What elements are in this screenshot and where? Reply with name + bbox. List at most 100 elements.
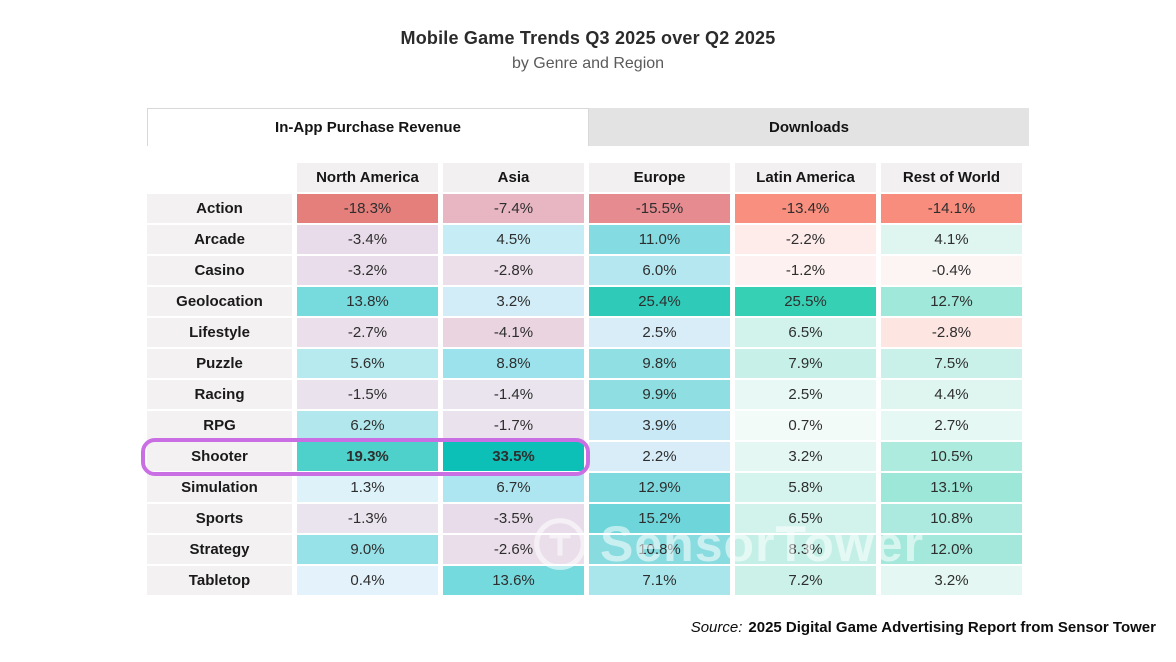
- heatmap-cell: 10.5%: [881, 442, 1022, 471]
- table-row: Shooter 19.3% 33.5% 2.2% 3.2% 10.5%: [147, 442, 1029, 471]
- heatmap-cell: -1.4%: [443, 380, 584, 409]
- heatmap-cell: -4.1%: [443, 318, 584, 347]
- heatmap-cell: 12.7%: [881, 287, 1022, 316]
- heatmap-cell: 3.9%: [589, 411, 730, 440]
- heatmap-cell: -1.5%: [297, 380, 438, 409]
- heatmap-cell: 8.3%: [735, 535, 876, 564]
- row-label: Tabletop: [147, 566, 292, 595]
- heatmap-cell: 33.5%: [443, 442, 584, 471]
- table-row: Geolocation 13.8% 3.2% 25.4% 25.5% 12.7%: [147, 287, 1029, 316]
- heatmap-cell: -15.5%: [589, 194, 730, 223]
- heatmap-cell: 6.5%: [735, 318, 876, 347]
- heatmap-cell: 15.2%: [589, 504, 730, 533]
- heatmap-cell: 0.7%: [735, 411, 876, 440]
- column-header: Rest of World: [881, 163, 1022, 192]
- heatmap-cell: 1.3%: [297, 473, 438, 502]
- column-header: Latin America: [735, 163, 876, 192]
- table-row: Arcade -3.4% 4.5% 11.0% -2.2% 4.1%: [147, 225, 1029, 254]
- column-header: Europe: [589, 163, 730, 192]
- heatmap-cell: 7.9%: [735, 349, 876, 378]
- heatmap-cell: -3.5%: [443, 504, 584, 533]
- heatmap-cell: 10.8%: [589, 535, 730, 564]
- page-title: Mobile Game Trends Q3 2025 over Q2 2025: [400, 28, 776, 48]
- heatmap-cell: 13.8%: [297, 287, 438, 316]
- heatmap-cell: -14.1%: [881, 194, 1022, 223]
- header-row: North America Asia Europe Latin America Rest…: [147, 163, 1029, 192]
- heatmap-cell: -3.4%: [297, 225, 438, 254]
- heatmap-cell: -3.2%: [297, 256, 438, 285]
- row-label: Lifestyle: [147, 318, 292, 347]
- heatmap-cell: 7.5%: [881, 349, 1022, 378]
- heatmap-cell: 3.2%: [735, 442, 876, 471]
- heatmap-cell: 13.6%: [443, 566, 584, 595]
- heatmap-cell: 5.6%: [297, 349, 438, 378]
- row-label: Strategy: [147, 535, 292, 564]
- row-label: Simulation: [147, 473, 292, 502]
- source-line: Source: 2025 Digital Game Advertising Rep…: [691, 619, 1156, 636]
- table-row: Lifestyle -2.7% -4.1% 2.5% 6.5% -2.8%: [147, 318, 1029, 347]
- heatmap-cell: -2.2%: [735, 225, 876, 254]
- row-label: Casino: [147, 256, 292, 285]
- heatmap-cell: 4.5%: [443, 225, 584, 254]
- heatmap-cell: 6.0%: [589, 256, 730, 285]
- heatmap-cell: 12.9%: [589, 473, 730, 502]
- heatmap-cell: -18.3%: [297, 194, 438, 223]
- table-row: Tabletop 0.4% 13.6% 7.1% 7.2% 3.2%: [147, 566, 1029, 595]
- heatmap-cell: -1.2%: [735, 256, 876, 285]
- heatmap-cell: 10.8%: [881, 504, 1022, 533]
- heatmap-cell: 7.2%: [735, 566, 876, 595]
- heatmap-cell: 6.5%: [735, 504, 876, 533]
- heatmap-cell: 25.4%: [589, 287, 730, 316]
- heatmap-cell: 2.5%: [735, 380, 876, 409]
- heatmap-cell: 9.8%: [589, 349, 730, 378]
- tab-downloads[interactable]: Downloads: [589, 108, 1029, 146]
- heatmap-cell: -13.4%: [735, 194, 876, 223]
- table-row: Casino -3.2% -2.8% 6.0% -1.2% -0.4%: [147, 256, 1029, 285]
- table-row: Action -18.3% -7.4% -15.5% -13.4% -14.1%: [147, 194, 1029, 223]
- table-row: Sports -1.3% -3.5% 15.2% 6.5% 10.8%: [147, 504, 1029, 533]
- heatmap-cell: -2.8%: [443, 256, 584, 285]
- table-row: Simulation 1.3% 6.7% 12.9% 5.8% 13.1%: [147, 473, 1029, 502]
- heatmap-cell: 7.1%: [589, 566, 730, 595]
- heatmap-cell: 0.4%: [297, 566, 438, 595]
- row-label: Sports: [147, 504, 292, 533]
- heatmap-cell: 3.2%: [881, 566, 1022, 595]
- row-label: Puzzle: [147, 349, 292, 378]
- heatmap-cell: 3.2%: [443, 287, 584, 316]
- column-header: Asia: [443, 163, 584, 192]
- page-subtitle: by Genre and Region: [511, 55, 665, 72]
- column-header: North America: [297, 163, 438, 192]
- heatmap-cell: -2.6%: [443, 535, 584, 564]
- heatmap-cell: 2.7%: [881, 411, 1022, 440]
- source-prefix: Source:: [690, 619, 743, 636]
- heatmap-cell: -2.7%: [297, 318, 438, 347]
- heatmap-cell: 9.9%: [589, 380, 730, 409]
- heatmap-cell: 13.1%: [881, 473, 1022, 502]
- row-label: Shooter: [147, 442, 292, 471]
- heatmap-cell: 8.8%: [443, 349, 584, 378]
- heatmap-table: In-App Purchase Revenue Downloads North …: [141, 108, 1029, 597]
- heatmap-cell: 6.7%: [443, 473, 584, 502]
- corner-cell: [147, 163, 292, 192]
- table-row: Puzzle 5.6% 8.8% 9.8% 7.9% 7.5%: [147, 349, 1029, 378]
- heatmap-grid: North America Asia Europe Latin America Rest…: [141, 163, 1029, 595]
- tab-label: In-App Purchase Revenue: [275, 119, 461, 136]
- row-label: Racing: [147, 380, 292, 409]
- heatmap-cell: 25.5%: [735, 287, 876, 316]
- row-label: RPG: [147, 411, 292, 440]
- heatmap-cell: 6.2%: [297, 411, 438, 440]
- row-label: Geolocation: [147, 287, 292, 316]
- row-label: Action: [147, 194, 292, 223]
- heatmap-cell: 2.2%: [589, 442, 730, 471]
- table-row: Racing -1.5% -1.4% 9.9% 2.5% 4.4%: [147, 380, 1029, 409]
- heatmap-cell: 12.0%: [881, 535, 1022, 564]
- heatmap-cell: 11.0%: [589, 225, 730, 254]
- heatmap-cell: -2.8%: [881, 318, 1022, 347]
- table-row: Strategy 9.0% -2.6% 10.8% 8.3% 12.0%: [147, 535, 1029, 564]
- heatmap-cell: 19.3%: [297, 442, 438, 471]
- source-text: 2025 Digital Game Advertising Report fro…: [748, 619, 1156, 636]
- tab-in-app-purchase-revenue[interactable]: In-App Purchase Revenue: [147, 108, 589, 146]
- heatmap-cell: 4.4%: [881, 380, 1022, 409]
- tab-bar: In-App Purchase Revenue Downloads: [147, 108, 1029, 146]
